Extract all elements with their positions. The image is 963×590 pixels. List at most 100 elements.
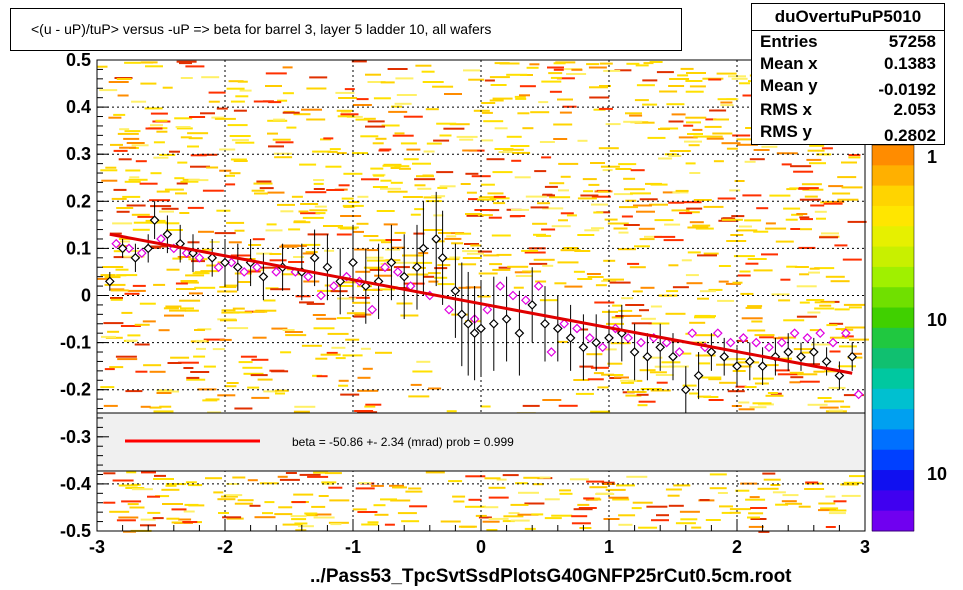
heat-cell	[513, 286, 524, 289]
heat-cell	[542, 399, 562, 401]
heat-cell	[829, 350, 841, 353]
heat-cell	[147, 511, 161, 514]
heat-cell	[577, 139, 588, 142]
heat-cell	[758, 530, 770, 533]
heat-cell	[554, 282, 567, 285]
heat-cell	[607, 222, 629, 225]
heat-cell	[539, 476, 551, 479]
heat-cell	[748, 525, 764, 528]
heat-cell	[110, 298, 123, 301]
heat-cell	[237, 499, 254, 502]
heat-cell	[272, 138, 291, 141]
heat-cell	[687, 251, 701, 254]
heat-cell	[685, 274, 699, 277]
heat-cell	[249, 504, 261, 507]
heat-cell	[806, 158, 822, 161]
heat-cell	[155, 495, 170, 498]
heat-cell	[642, 103, 658, 106]
heat-cell	[736, 138, 755, 141]
heat-cell	[182, 521, 198, 523]
heat-cell	[510, 503, 529, 506]
heat-cell	[116, 519, 136, 522]
heat-cell	[218, 512, 229, 514]
heat-cell	[153, 283, 166, 286]
heat-cell	[324, 472, 342, 475]
heat-cell	[477, 295, 491, 298]
heat-cell	[844, 326, 865, 329]
heat-cell	[607, 362, 623, 365]
heat-cell	[137, 215, 154, 218]
heat-cell	[717, 299, 735, 302]
heat-cell	[301, 108, 322, 111]
heat-cell	[610, 342, 631, 345]
heat-cell	[367, 81, 386, 83]
heat-cell	[224, 494, 243, 497]
heat-cell	[774, 369, 790, 372]
heat-cell	[580, 194, 599, 197]
heat-cell	[465, 475, 486, 478]
heat-cell	[569, 478, 589, 481]
heat-cell	[116, 78, 132, 80]
heat-cell	[720, 104, 734, 107]
heat-cell	[834, 244, 848, 247]
heat-cell	[234, 407, 253, 410]
heat-cell	[343, 172, 363, 175]
heat-cell	[519, 85, 536, 88]
heat-cell	[586, 63, 600, 66]
heat-cell	[601, 373, 615, 376]
heat-cell	[179, 212, 190, 214]
heat-cell	[589, 86, 608, 89]
heat-cell	[829, 509, 847, 512]
heat-cell	[113, 250, 125, 253]
heat-cell	[498, 266, 511, 269]
heat-cell	[357, 511, 378, 513]
heat-cell	[588, 183, 600, 186]
heat-cell	[109, 510, 130, 513]
heat-cell	[669, 150, 691, 152]
heat-cell	[232, 307, 245, 310]
heat-cell	[251, 396, 270, 399]
heat-cell	[162, 86, 173, 89]
title-box: <(u - uP)/tuP> versus -uP => beta for ba…	[10, 8, 682, 51]
stat-label: RMS x	[760, 100, 812, 119]
heat-cell	[299, 163, 317, 166]
heat-cell	[771, 293, 790, 296]
heat-cell	[611, 316, 624, 319]
heat-cell	[736, 365, 752, 368]
heat-cell	[158, 390, 179, 393]
heat-cell	[149, 199, 171, 202]
heat-cell	[184, 503, 199, 506]
heat-cell	[843, 303, 865, 306]
heat-cell	[732, 281, 743, 284]
heat-cell	[104, 283, 126, 286]
heat-cell	[174, 117, 193, 120]
heat-cell	[805, 482, 824, 485]
heat-cell	[220, 495, 238, 498]
heat-cell	[330, 523, 342, 526]
heat-cell	[599, 85, 611, 87]
heat-cell	[113, 188, 127, 191]
heat-cell	[685, 90, 704, 93]
heat-cell	[412, 162, 431, 165]
heat-cell	[423, 196, 442, 199]
heat-cell	[573, 508, 593, 511]
color-scale-band	[872, 185, 914, 207]
y-tick-label: -0.1	[60, 333, 91, 353]
heat-cell	[336, 317, 351, 320]
heat-cell	[370, 167, 384, 170]
black-point	[117, 243, 128, 254]
heat-cell	[313, 182, 324, 185]
heat-cell	[697, 297, 709, 300]
heat-cell	[309, 209, 328, 212]
heat-cell	[695, 227, 714, 230]
heat-cell	[387, 68, 408, 70]
heat-cell	[392, 134, 414, 137]
heat-cell	[697, 254, 717, 257]
heat-cell	[530, 206, 549, 209]
heat-cell	[184, 309, 199, 312]
heat-cell	[357, 376, 371, 379]
magenta-point	[124, 243, 134, 254]
heat-cell	[266, 223, 277, 226]
heat-cell	[560, 212, 574, 215]
heat-cell	[307, 475, 329, 478]
